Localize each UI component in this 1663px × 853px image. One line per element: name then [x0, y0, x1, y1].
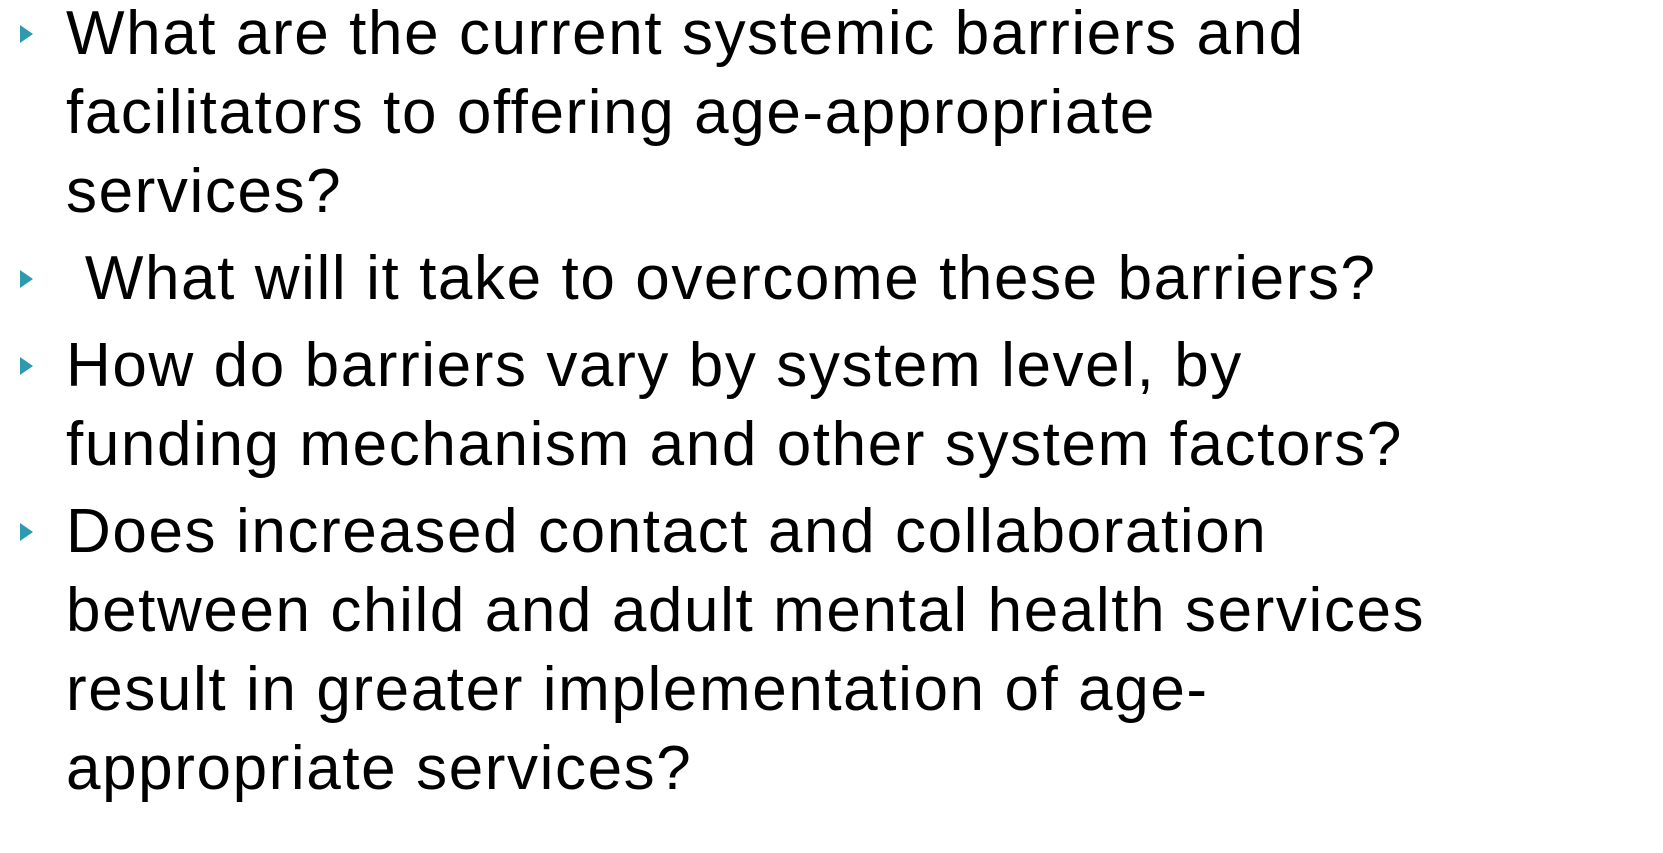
bullet-item: What will it take to overcome these barr… [0, 239, 1663, 318]
bullet-text: result in greater implementation of age- [66, 655, 1209, 724]
bullet-item: What are the current systemic barriers a… [0, 0, 1663, 231]
bullet-item: Does increased contact and collaboration… [0, 492, 1663, 808]
bullet-item: How do barriers vary by system level, by… [0, 326, 1663, 484]
bullet-marker [20, 25, 33, 43]
bullet-marker [20, 357, 33, 375]
bullet-text: What are the current systemic barriers a… [66, 0, 1305, 68]
bullet-text: Does increased contact and collaboration [66, 497, 1268, 566]
bullet-marker [20, 270, 33, 288]
bullet-text: appropriate services? [66, 734, 693, 803]
bullet-text: services? [66, 157, 343, 226]
bullet-text: between child and adult mental health se… [66, 576, 1426, 645]
bullet-text: What will it take to overcome these barr… [66, 244, 1377, 313]
bullet-text: How do barriers vary by system level, by [66, 331, 1243, 400]
bullet-text: facilitators to offering age-appropriate [66, 78, 1156, 147]
bullet-marker [20, 523, 33, 541]
bullet-list: What are the current systemic barriers a… [0, 0, 1663, 808]
bullet-text: funding mechanism and other system facto… [66, 410, 1403, 479]
